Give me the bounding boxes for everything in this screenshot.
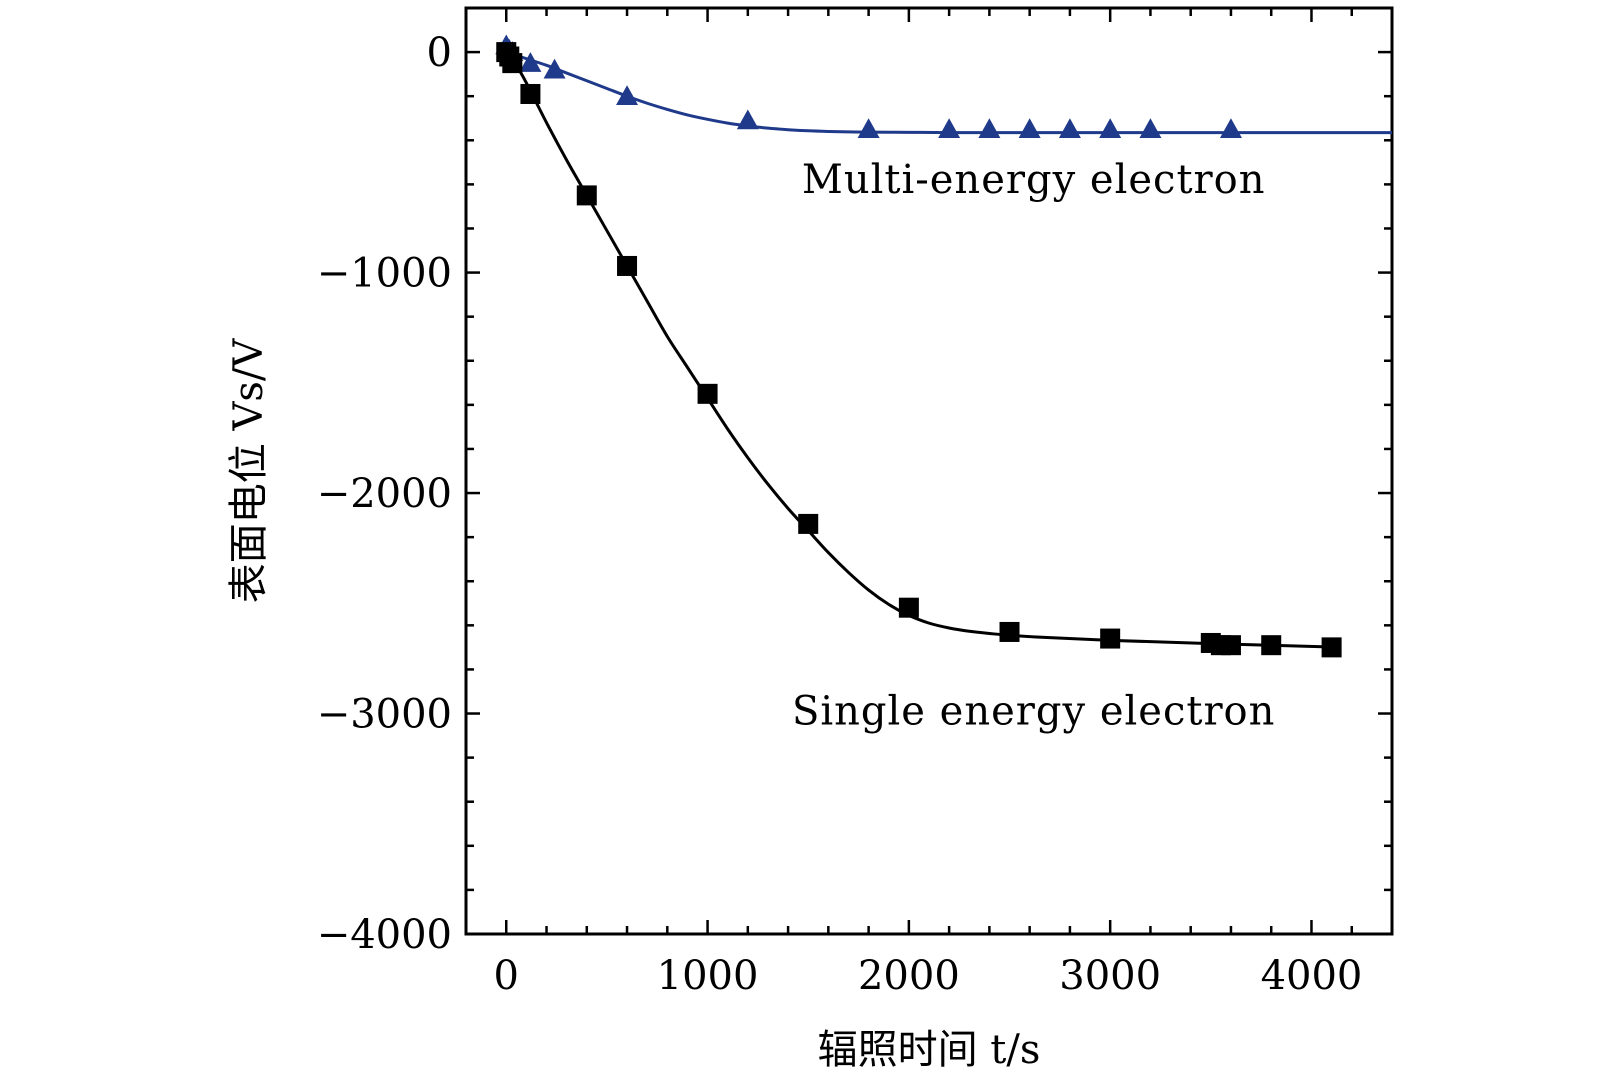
x-tick-label: 1000 — [657, 953, 759, 999]
data-point-triangle — [1139, 118, 1162, 139]
data-point-square — [1261, 635, 1282, 656]
data-point-triangle — [736, 109, 759, 130]
x-tick-label: 4000 — [1261, 953, 1363, 999]
data-point-triangle — [543, 58, 566, 79]
data-point-square — [1100, 628, 1121, 649]
series-annotation: Multi-energy electron — [802, 157, 1266, 203]
data-point-square — [798, 513, 819, 534]
data-point-square — [898, 597, 919, 618]
data-point-triangle — [857, 118, 880, 139]
x-tick-labels: 0 1000 2000 3000 4000 — [494, 953, 1363, 999]
y-tick-label: −3000 — [317, 692, 452, 738]
data-point-square — [1220, 635, 1241, 656]
data-point-square — [1321, 637, 1342, 658]
x-tick-label: 2000 — [858, 953, 960, 999]
fit-curve — [505, 50, 1392, 135]
y-tick-label: −4000 — [317, 912, 452, 958]
data-point-triangle — [1058, 118, 1081, 139]
data-point-triangle — [519, 52, 542, 72]
data-point-triangle — [1018, 118, 1041, 139]
y-tick-label: −2000 — [317, 471, 452, 517]
series-annotation: Single energy electron — [792, 689, 1275, 735]
data-point-square — [697, 383, 718, 404]
data-point-square — [520, 83, 541, 104]
y-tick-label: −1000 — [317, 251, 452, 297]
y-axis-title: 表面电位 Vs/V — [226, 338, 272, 604]
fit-curve — [505, 51, 1332, 649]
x-tick-label: 3000 — [1059, 953, 1161, 999]
x-axis-title: 辐照时间 t/s — [818, 1027, 1041, 1073]
y-tick-label: 0 — [427, 30, 452, 76]
data-point-triangle — [1219, 118, 1242, 139]
x-tick-label: 0 — [494, 953, 519, 999]
data-point-triangle — [616, 85, 639, 105]
data-point-square — [999, 621, 1020, 642]
fit-curves — [505, 50, 1392, 649]
data-point-square — [502, 53, 523, 74]
data-point-square — [617, 255, 638, 276]
axis-ticks — [466, 6, 1394, 936]
data-point-triangle — [938, 118, 961, 139]
data-point-triangle — [978, 118, 1001, 139]
data-point-triangle — [1099, 118, 1122, 139]
data-points — [495, 34, 1342, 658]
annotations: Multi-energy electron Single energy elect… — [792, 157, 1275, 735]
y-tick-labels: 0 −1000 −2000 −3000 −4000 — [317, 30, 452, 958]
plot-frame — [464, 6, 1394, 936]
data-point-square — [576, 185, 597, 206]
